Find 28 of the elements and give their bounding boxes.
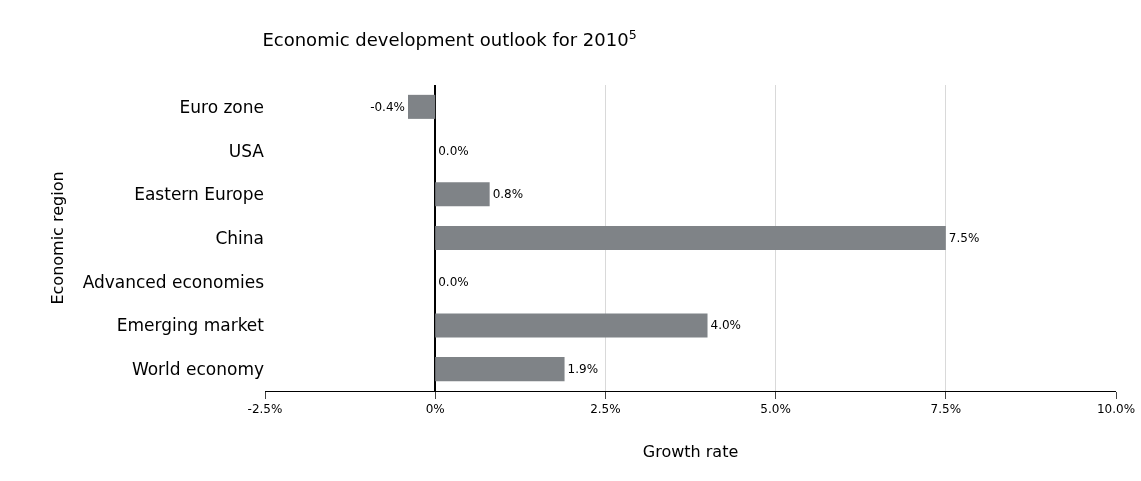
x-tick-label: 0% bbox=[425, 402, 445, 417]
bar bbox=[435, 182, 490, 207]
data-label: 0.0% bbox=[438, 274, 469, 289]
x-tick-label: 7.5% bbox=[930, 402, 962, 417]
x-tick-label: -2.5% bbox=[247, 402, 283, 417]
bar bbox=[435, 225, 946, 251]
x-tick-label: 5.0% bbox=[760, 402, 791, 417]
bar bbox=[407, 94, 436, 119]
bar bbox=[435, 313, 708, 338]
y-tick-label: Emerging market bbox=[116, 315, 265, 336]
data-label: 0.8% bbox=[492, 187, 524, 202]
y-tick-label: China bbox=[215, 227, 264, 248]
y-tick-label: Advanced economies bbox=[82, 271, 265, 292]
chart-title: Economic development outlook for 2010$^{5}$ bbox=[262, 26, 637, 51]
bar bbox=[435, 357, 565, 382]
y-tick-label: World economy bbox=[131, 359, 264, 380]
y-tick-label: Euro zone bbox=[179, 96, 264, 117]
y-axis-title: Economic region bbox=[47, 171, 67, 305]
y-tick-label: Eastern Europe bbox=[134, 184, 264, 205]
data-label: 7.5% bbox=[948, 231, 980, 245]
data-label: 1.9% bbox=[567, 362, 599, 377]
data-label: 4.0% bbox=[710, 318, 742, 333]
x-tick-label: 2.5% bbox=[590, 402, 621, 417]
x-axis-title: Growth rate bbox=[642, 442, 739, 462]
y-tick-label: USA bbox=[228, 140, 265, 161]
data-label: -0.4% bbox=[370, 99, 405, 114]
data-label: 0.0% bbox=[438, 143, 469, 158]
x-tick-label: 10.0% bbox=[1096, 402, 1136, 417]
